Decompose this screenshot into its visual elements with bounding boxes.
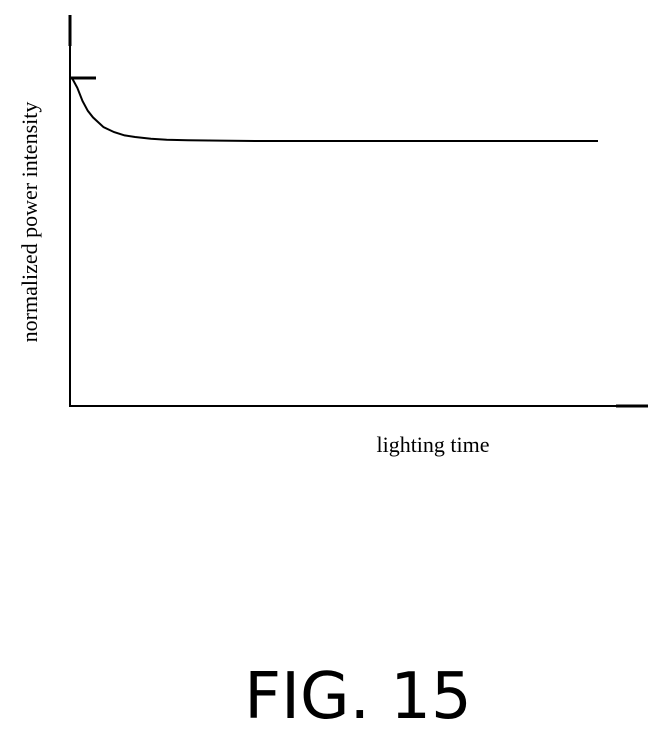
series-line xyxy=(72,78,598,141)
line-chart: normalized power intensity lighting time xyxy=(17,15,648,457)
x-axis-label: lighting time xyxy=(376,432,489,457)
figure-caption: FIG. 15 xyxy=(244,660,471,734)
y-axis-label: normalized power intensity xyxy=(17,102,42,343)
